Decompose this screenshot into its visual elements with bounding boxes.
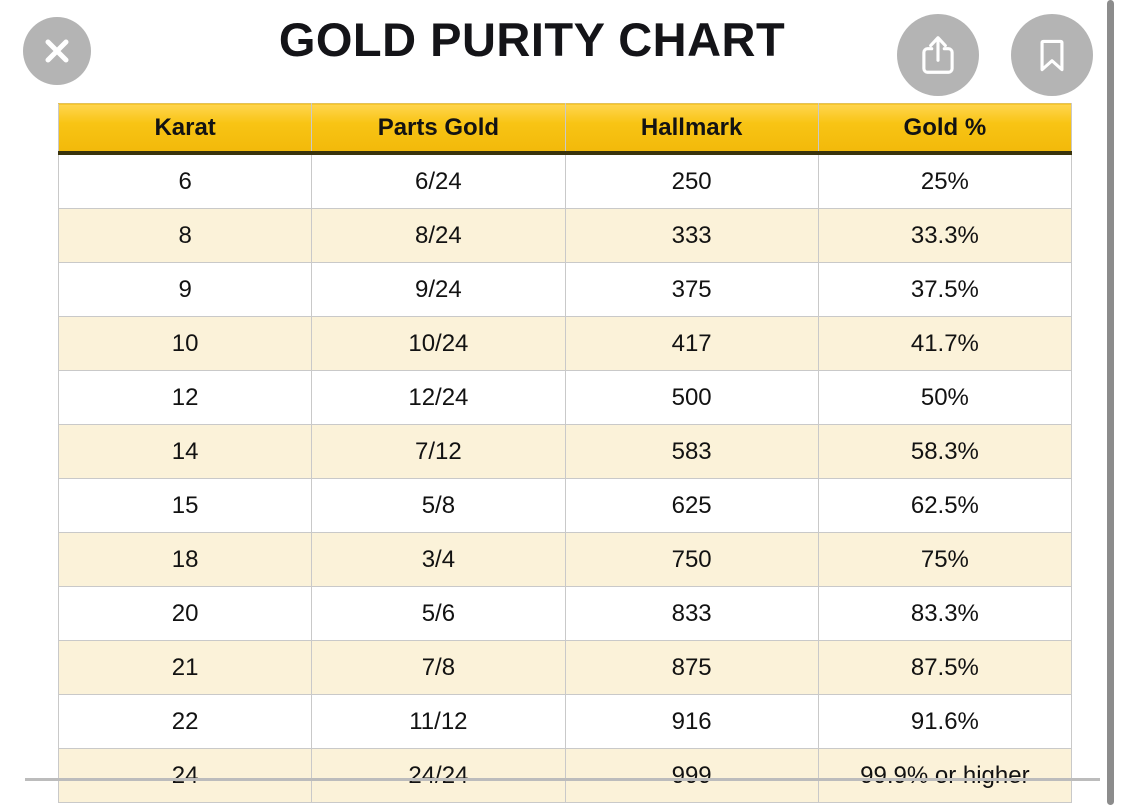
table-cell: 5/8: [311, 478, 566, 533]
table-cell: 6/24: [311, 152, 566, 209]
table-cell: 18: [57, 532, 313, 587]
table-cell: 625: [564, 478, 819, 533]
share-button[interactable]: [897, 14, 979, 96]
table-cell: 875: [564, 640, 819, 695]
table-row: 22 11/12 916 91.6%: [57, 694, 1073, 749]
table-cell: 33.3%: [817, 208, 1073, 263]
table-cell: 583: [564, 424, 819, 479]
bottom-divider: [25, 778, 1100, 781]
bookmark-icon: [1029, 32, 1075, 78]
table-cell: 9: [57, 262, 313, 317]
table-cell: 22: [57, 694, 313, 749]
table-cell: 7/8: [311, 640, 566, 695]
table-row: 6 6/24 250 25%: [57, 152, 1073, 209]
table-cell: 3/4: [311, 532, 566, 587]
table-cell: 15: [57, 478, 313, 533]
table-cell: 500: [564, 370, 819, 425]
column-header: Hallmark: [564, 103, 819, 155]
table-row: 10 10/24 417 41.7%: [57, 316, 1073, 371]
table-row: 14 7/12 583 58.3%: [57, 424, 1073, 479]
table-row: 15 5/8 625 62.5%: [57, 478, 1073, 533]
table-cell: 9/24: [311, 262, 566, 317]
table-cell: 37.5%: [817, 262, 1073, 317]
table-cell: 75%: [817, 532, 1073, 587]
table-row: 24 24/24 999 99.9% or higher: [57, 748, 1073, 803]
table-cell: 6: [57, 152, 313, 209]
share-icon: [915, 32, 961, 78]
table-cell: 999: [564, 748, 819, 803]
table-cell: 14: [57, 424, 313, 479]
table-cell: 250: [564, 152, 819, 209]
table-cell: 20: [57, 586, 313, 641]
table-cell: 99.9% or higher: [817, 748, 1073, 803]
table-cell: 24/24: [311, 748, 566, 803]
table-header: Karat Parts Gold Hallmark Gold %: [57, 103, 1073, 155]
table-cell: 375: [564, 262, 819, 317]
table-cell: 8: [57, 208, 313, 263]
close-icon: [39, 33, 75, 69]
table-cell: 62.5%: [817, 478, 1073, 533]
table-cell: 7/12: [311, 424, 566, 479]
table-cell: 12/24: [311, 370, 566, 425]
column-header: Karat: [57, 103, 313, 155]
page-title: GOLD PURITY CHART: [278, 13, 786, 66]
table-cell: 58.3%: [817, 424, 1073, 479]
table-body: 6 6/24 250 25% 8 8/24 333 33.3% 9 9/24 375 37.5% 10 1…: [57, 152, 1073, 803]
table-cell: 21: [57, 640, 313, 695]
table-cell: 916: [564, 694, 819, 749]
table-row: 9 9/24 375 37.5%: [57, 262, 1073, 317]
table-row: 20 5/6 833 83.3%: [57, 586, 1073, 641]
table-cell: 10/24: [311, 316, 566, 371]
table-row: 8 8/24 333 33.3%: [57, 208, 1073, 263]
column-header: Parts Gold: [311, 103, 566, 155]
table-cell: 833: [564, 586, 819, 641]
table-cell: 10: [57, 316, 313, 371]
table-cell: 87.5%: [817, 640, 1073, 695]
table-cell: 50%: [817, 370, 1073, 425]
table-cell: 83.3%: [817, 586, 1073, 641]
table-row: 12 12/24 500 50%: [57, 370, 1073, 425]
bookmark-button[interactable]: [1011, 14, 1093, 96]
header-row: Karat Parts Gold Hallmark Gold %: [57, 103, 1073, 155]
table-cell: 24: [57, 748, 313, 803]
close-button[interactable]: [23, 17, 91, 85]
table-cell: 41.7%: [817, 316, 1073, 371]
table-row: 21 7/8 875 87.5%: [57, 640, 1073, 695]
column-header: Gold %: [817, 103, 1073, 155]
table-cell: 417: [564, 316, 819, 371]
table-cell: 12: [57, 370, 313, 425]
table-cell: 750: [564, 532, 819, 587]
gold-purity-table: Karat Parts Gold Hallmark Gold % 6 6/24 250 25…: [57, 103, 1073, 803]
table-cell: 5/6: [311, 586, 566, 641]
table-cell: 25%: [817, 152, 1073, 209]
table-cell: 91.6%: [817, 694, 1073, 749]
table-cell: 11/12: [311, 694, 566, 749]
table-cell: 333: [564, 208, 819, 263]
table-row: 18 3/4 750 75%: [57, 532, 1073, 587]
table-cell: 8/24: [311, 208, 566, 263]
vertical-scrollbar[interactable]: [1107, 0, 1114, 805]
